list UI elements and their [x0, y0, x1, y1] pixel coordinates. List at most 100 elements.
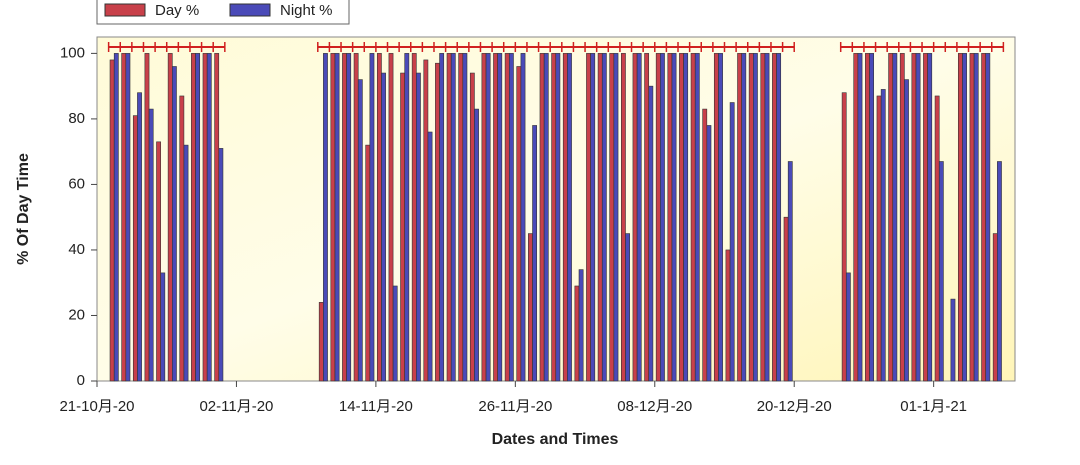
bar [435, 62, 440, 382]
bar [985, 53, 991, 382]
legend-label: Day % [155, 2, 199, 19]
legend-swatch [104, 3, 146, 17]
bar [690, 53, 696, 382]
bar [713, 53, 719, 382]
bar [601, 53, 607, 382]
bar [206, 53, 212, 382]
bar [400, 72, 406, 382]
bar [904, 79, 909, 382]
bar [574, 285, 580, 382]
bar [183, 144, 189, 382]
bar [636, 53, 642, 382]
bar [776, 53, 782, 382]
bar [342, 53, 347, 382]
bar [493, 53, 498, 382]
bar [520, 53, 526, 382]
bar [764, 53, 770, 382]
bar [729, 102, 735, 382]
y-tick-label: 80 [68, 110, 85, 127]
bar [439, 53, 445, 382]
bar [346, 53, 352, 382]
bar [427, 131, 433, 382]
bar [330, 53, 336, 382]
bar [671, 53, 677, 382]
bar [927, 53, 933, 382]
bar [667, 53, 673, 382]
bar [841, 92, 847, 382]
bar [718, 53, 723, 382]
bar [880, 89, 886, 382]
bar [381, 72, 386, 382]
bar [516, 66, 522, 382]
bar [655, 53, 661, 382]
x-tick-label: 14-11月-20 [339, 398, 413, 415]
bar [508, 53, 514, 382]
bar [376, 53, 382, 382]
y-tick-label: 60 [68, 175, 85, 192]
bar [497, 53, 503, 382]
bar [621, 53, 626, 382]
bar [562, 53, 568, 382]
bar [334, 53, 340, 382]
bar [392, 285, 398, 382]
bar [469, 72, 475, 382]
bar [191, 53, 196, 382]
bar [869, 53, 874, 382]
bar [318, 302, 324, 382]
x-tick-label: 21-10月-20 [59, 398, 134, 415]
bar [934, 95, 940, 382]
bar [450, 53, 456, 382]
bar [171, 66, 177, 382]
bar [179, 95, 185, 382]
y-tick-label: 100 [60, 44, 85, 61]
bar [899, 53, 905, 382]
bar [660, 53, 665, 382]
bar [853, 53, 859, 382]
bar [753, 53, 758, 382]
bar [551, 53, 557, 382]
bar [411, 53, 417, 382]
bar [973, 53, 979, 382]
bar [543, 53, 549, 382]
bar [388, 53, 394, 382]
bar [528, 233, 533, 382]
x-tick-label: 02-11月-20 [199, 398, 273, 415]
bar [969, 53, 975, 382]
bar [485, 53, 491, 382]
bar [148, 108, 154, 382]
y-tick-label: 0 [77, 372, 85, 389]
bar [109, 59, 115, 382]
bar [113, 53, 119, 382]
bar [597, 53, 603, 382]
bar [694, 53, 700, 382]
bar [787, 161, 793, 382]
bar [539, 53, 545, 382]
bar [876, 95, 882, 382]
bar [888, 53, 894, 382]
bar [446, 53, 452, 382]
bar [702, 108, 708, 382]
bar [706, 125, 712, 382]
bar [957, 53, 963, 382]
bar [590, 53, 596, 382]
legend-swatch [229, 3, 271, 17]
bar [748, 53, 754, 382]
bar [911, 53, 917, 382]
x-axis-title: Dates and Times [492, 431, 619, 448]
bar [132, 115, 138, 382]
bar [772, 53, 777, 382]
bar [323, 53, 328, 382]
bar [783, 216, 789, 382]
bar [741, 53, 747, 382]
bar [369, 53, 375, 382]
bar [121, 53, 127, 382]
bar [458, 53, 464, 382]
bar [532, 125, 538, 382]
bar [737, 53, 742, 382]
bar [578, 269, 584, 382]
bar [950, 298, 956, 382]
bar [144, 53, 150, 382]
bar [195, 53, 201, 382]
bar [865, 53, 870, 382]
